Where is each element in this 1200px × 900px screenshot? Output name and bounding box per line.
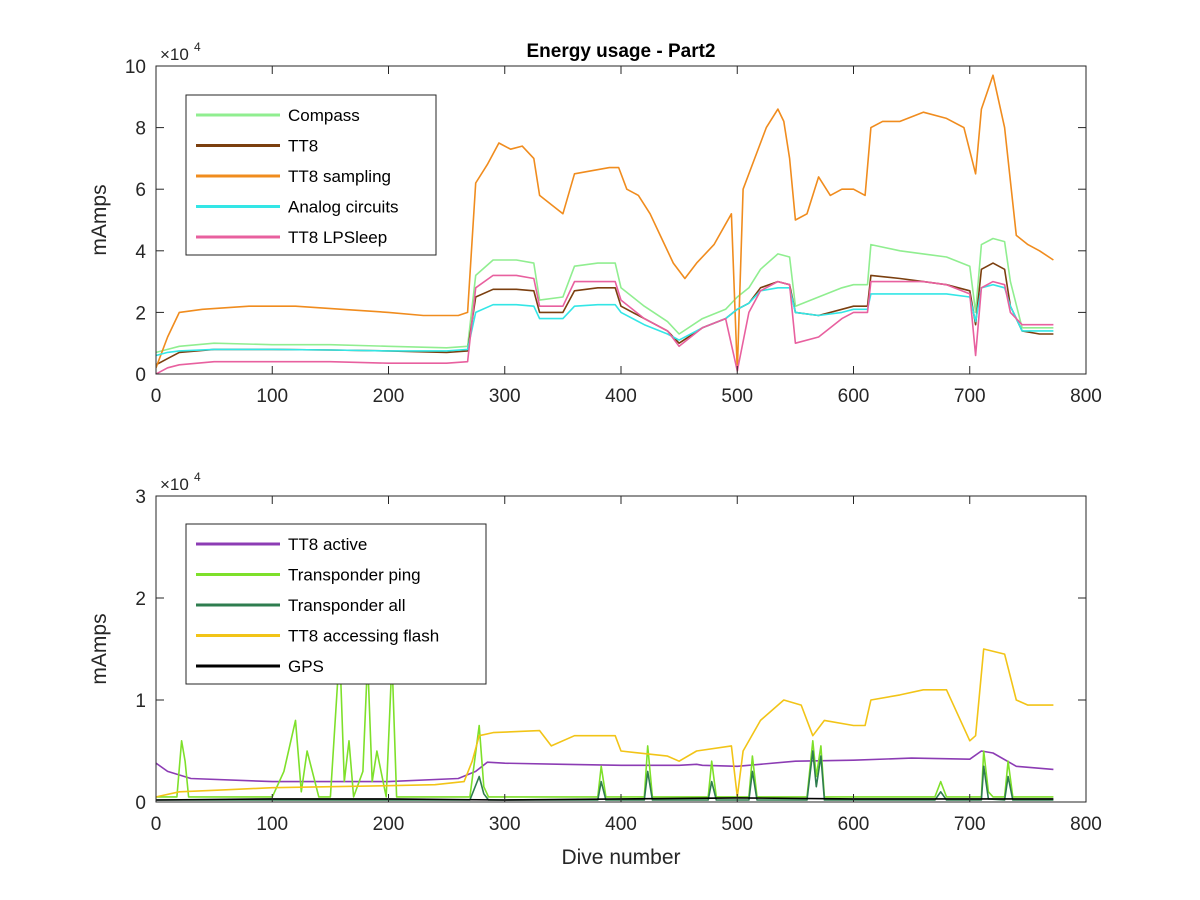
x-tick-label: 600 [838, 386, 870, 407]
y-tick-label: 4 [135, 242, 146, 263]
y-tick-label: 1 [135, 691, 146, 712]
legend: Compass TT8 TT8 sampling Analog circuits TT8… [185, 94, 437, 256]
x-tick-label: 200 [373, 386, 405, 407]
x-tick-label: 600 [838, 814, 870, 835]
y-exponent-label: ×10 [160, 45, 189, 64]
legend: TT8 active Transponder ping Transponder al… [185, 523, 487, 685]
series-line-tt8-active [156, 750, 1054, 783]
x-tick-label: 400 [605, 814, 637, 835]
series-line-transponder-all [156, 750, 1054, 801]
x-tick-label: 300 [489, 814, 521, 835]
x-tick-label: 800 [1070, 814, 1102, 835]
legend-label: TT8 active [288, 535, 367, 554]
y-exponent-power: 4 [194, 40, 201, 54]
x-tick-label: 800 [1070, 386, 1102, 407]
y-exponent-label: ×10 [160, 475, 189, 494]
series-line-tt8-accessing-flash [156, 648, 1054, 798]
y-tick-label: 10 [125, 57, 146, 78]
y-axis-label: mAmps [88, 613, 111, 684]
legend-label: GPS [288, 657, 324, 676]
x-tick-label: 700 [954, 386, 986, 407]
series-line-transponder-ping [156, 648, 1054, 798]
series-line-tt8-lpsleep [156, 274, 1054, 374]
chart-panel-1: 0 100 200 300 400 500 600 700 800 0 2 4 6 8 10 ×10 4 mAmp… [88, 40, 1102, 407]
x-tick-label: 700 [954, 814, 986, 835]
x-tick-label: 100 [256, 814, 288, 835]
legend-label: TT8 LPSleep [288, 228, 387, 247]
y-tick-label: 2 [135, 589, 146, 610]
x-tick-label: 400 [605, 386, 637, 407]
y-tick-label: 8 [135, 119, 146, 140]
legend-label: Compass [288, 106, 360, 125]
y-exponent-power: 4 [194, 470, 201, 484]
x-tick-label: 500 [721, 386, 753, 407]
x-tick-label: 500 [721, 814, 753, 835]
x-tick-label: 0 [151, 814, 162, 835]
chart-title: Energy usage - Part2 [526, 41, 715, 62]
x-axis-label: Dive number [561, 846, 680, 869]
x-tick-label: 100 [256, 386, 288, 407]
legend-label: TT8 accessing flash [288, 627, 439, 646]
y-axis-label: mAmps [88, 184, 111, 255]
x-tick-label: 0 [151, 386, 162, 407]
series-line-compass [156, 237, 1054, 354]
x-tick-label: 300 [489, 386, 521, 407]
y-tick-label: 2 [135, 303, 146, 324]
y-tick-label: 6 [135, 180, 146, 201]
series-line-tt8-sampling [156, 74, 1054, 372]
legend-label: TT8 sampling [288, 167, 391, 186]
legend-label: Transponder all [288, 596, 406, 615]
chart-panel-2: 0 100 200 300 400 500 600 700 800 0 1 2 3 ×10 4 mAmps Di… [88, 470, 1102, 869]
x-tick-label: 200 [373, 814, 405, 835]
legend-label: Analog circuits [288, 198, 399, 217]
y-tick-label: 3 [135, 487, 146, 508]
legend-label: Transponder ping [288, 566, 421, 585]
y-tick-label: 0 [135, 793, 146, 814]
legend-label: TT8 [288, 137, 318, 156]
y-tick-label: 0 [135, 365, 146, 386]
